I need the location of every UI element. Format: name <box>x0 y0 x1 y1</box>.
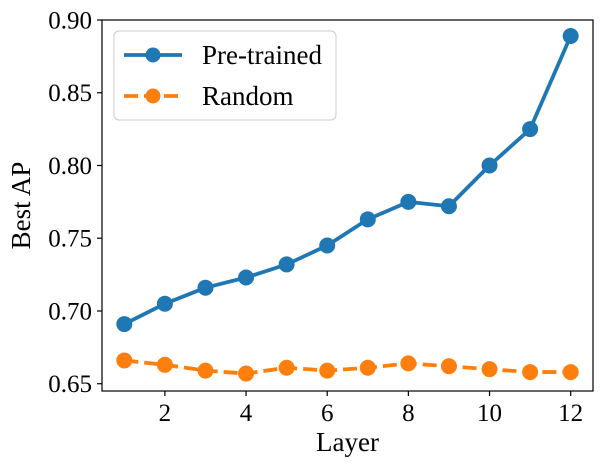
data-point-random <box>359 359 376 376</box>
data-point-pre-trained <box>562 28 579 45</box>
data-point-pre-trained <box>400 193 417 210</box>
y-tick-label: 0.80 <box>48 153 92 180</box>
y-tick-label: 0.90 <box>48 8 92 35</box>
data-point-pre-trained <box>238 269 255 286</box>
data-point-random <box>400 355 417 372</box>
data-point-pre-trained <box>319 237 336 254</box>
data-point-random <box>278 359 295 376</box>
data-point-random <box>156 356 173 373</box>
data-point-random <box>522 364 539 381</box>
legend: Pre-trained Random <box>113 30 337 121</box>
data-point-pre-trained <box>197 279 214 296</box>
data-point-random <box>197 362 214 379</box>
legend-marker-random <box>145 88 161 104</box>
y-axis-label: Best AP <box>6 162 36 250</box>
data-point-pre-trained <box>156 295 173 312</box>
x-tick-label: 8 <box>402 400 415 427</box>
data-point-random <box>562 364 579 381</box>
data-point-random <box>440 358 457 375</box>
x-axis-ticks: 2 4 6 8 10 12 <box>159 391 583 427</box>
data-point-pre-trained <box>116 316 133 333</box>
data-point-random <box>481 361 498 378</box>
data-point-pre-trained <box>522 121 539 138</box>
y-tick-label: 0.65 <box>48 371 92 398</box>
x-tick-label: 10 <box>477 400 502 427</box>
y-tick-label: 0.75 <box>48 226 92 253</box>
plot-frame <box>101 19 594 392</box>
series-line-random <box>124 358 571 376</box>
data-point-pre-trained <box>440 198 457 215</box>
y-tick-label: 0.70 <box>48 298 92 325</box>
series-pre-trained <box>116 28 579 333</box>
legend-label-random: Random <box>202 81 294 111</box>
x-tick-label: 6 <box>321 400 334 427</box>
x-tick-label: 12 <box>558 400 583 427</box>
x-axis-label: Layer <box>316 427 379 457</box>
x-tick-label: 4 <box>240 400 253 427</box>
y-axis-ticks: 0.65 0.70 0.75 0.80 0.85 0.90 <box>48 8 102 398</box>
y-tick-label: 0.85 <box>48 80 92 107</box>
x-tick-label: 2 <box>159 400 172 427</box>
data-point-random <box>319 362 336 379</box>
series-random <box>116 352 579 382</box>
legend-label-pre-trained: Pre-trained <box>202 40 322 70</box>
legend-entries: Pre-trained Random <box>124 40 322 111</box>
series-layer <box>116 28 579 382</box>
data-point-pre-trained <box>278 256 295 273</box>
data-point-pre-trained <box>481 157 498 174</box>
data-point-random <box>116 352 133 369</box>
data-point-random <box>238 365 255 382</box>
legend-marker-pre-trained <box>145 47 161 63</box>
data-point-pre-trained <box>359 211 376 228</box>
